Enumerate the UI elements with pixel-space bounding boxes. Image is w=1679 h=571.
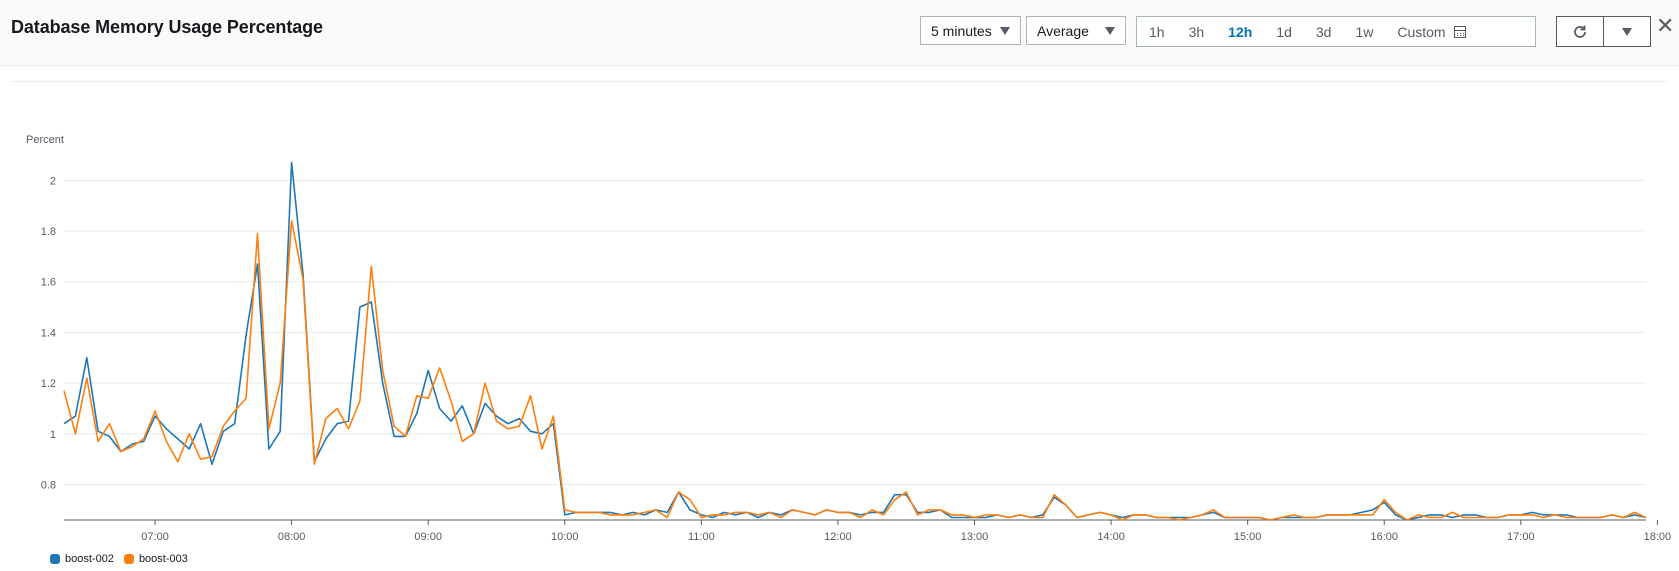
- period-select[interactable]: 5 minutes: [920, 16, 1021, 45]
- range-1h[interactable]: 1h: [1149, 23, 1165, 40]
- caret-down-icon: [1622, 27, 1632, 36]
- legend-item-boost-002[interactable]: boost-002: [50, 553, 114, 565]
- x-tick-label: 12:00: [824, 531, 852, 543]
- series-lines: [63, 161, 1647, 521]
- page-title: Database Memory Usage Percentage: [11, 17, 323, 37]
- legend-label: boost-002: [65, 553, 114, 565]
- series-line-boost-002: [63, 161, 1647, 521]
- legend-swatch: [50, 554, 60, 564]
- range-custom-label: Custom: [1397, 23, 1446, 40]
- legend: boost-002 boost-003: [50, 553, 198, 565]
- range-12h[interactable]: 12h: [1228, 23, 1253, 40]
- refresh-button[interactable]: [1557, 17, 1604, 46]
- range-custom-button[interactable]: Custom: [1385, 17, 1477, 46]
- close-icon[interactable]: ✕: [1656, 13, 1675, 38]
- period-select-value: 5 minutes: [931, 22, 992, 39]
- x-tick-label: 09:00: [414, 531, 442, 543]
- widget-header: Database Memory Usage Percentage 5 minut…: [0, 0, 1679, 66]
- refresh-icon: [1574, 25, 1586, 38]
- x-tick-label: 13:00: [961, 531, 989, 543]
- y-tick-label: 2: [50, 175, 56, 187]
- time-range-group: 1h 3h 12h 1d 3d 1w Custom: [1136, 16, 1536, 47]
- calendar-icon: [1453, 25, 1466, 38]
- x-tick-label: 18:00: [1644, 531, 1672, 543]
- caret-down-icon: [1000, 26, 1010, 35]
- range-3h[interactable]: 3h: [1188, 23, 1205, 40]
- y-tick-label: 0.8: [41, 480, 56, 492]
- y-tick-label: 1.8: [41, 226, 56, 238]
- x-tick-label: 17:00: [1507, 531, 1535, 543]
- x-tick-label: 11:00: [688, 531, 715, 543]
- x-axis-ticks: 07:00 08:00 09:00 10:00 11:00 12:00 13:00 14:00…: [141, 520, 1671, 543]
- x-tick-label: 07:00: [141, 531, 169, 543]
- x-tick-label: 08:00: [278, 531, 306, 543]
- range-1w[interactable]: 1w: [1355, 23, 1374, 40]
- refresh-group: [1556, 16, 1651, 47]
- caret-down-icon: [1105, 26, 1115, 35]
- legend-swatch: [123, 554, 134, 564]
- y-tick-label: 1: [50, 429, 56, 441]
- statistic-select[interactable]: Average: [1026, 16, 1126, 45]
- refresh-options-button[interactable]: [1604, 17, 1650, 46]
- series-line-boost-003: [63, 220, 1647, 521]
- y-tick-label: 1.4: [41, 327, 56, 339]
- y-tick-label: 1.2: [41, 378, 56, 390]
- x-tick-label: 15:00: [1234, 531, 1262, 543]
- x-tick-label: 14:00: [1097, 531, 1125, 543]
- range-1d[interactable]: 1d: [1276, 23, 1292, 40]
- y-axis-ticks: 0.8 1 1.2 1.4 1.6 1.8 2: [41, 175, 56, 491]
- statistic-select-value: Average: [1037, 22, 1089, 39]
- range-3d[interactable]: 3d: [1315, 23, 1332, 40]
- x-tick-label: 10:00: [551, 531, 579, 543]
- y-tick-label: 1.6: [41, 277, 56, 289]
- header-divider: [11, 81, 1666, 82]
- x-tick-label: 16:00: [1370, 531, 1398, 543]
- y-axis-label: Percent: [26, 134, 64, 146]
- grid-lines: [64, 179, 1646, 521]
- legend-item-boost-003[interactable]: boost-003: [123, 553, 188, 565]
- legend-label: boost-003: [138, 553, 188, 565]
